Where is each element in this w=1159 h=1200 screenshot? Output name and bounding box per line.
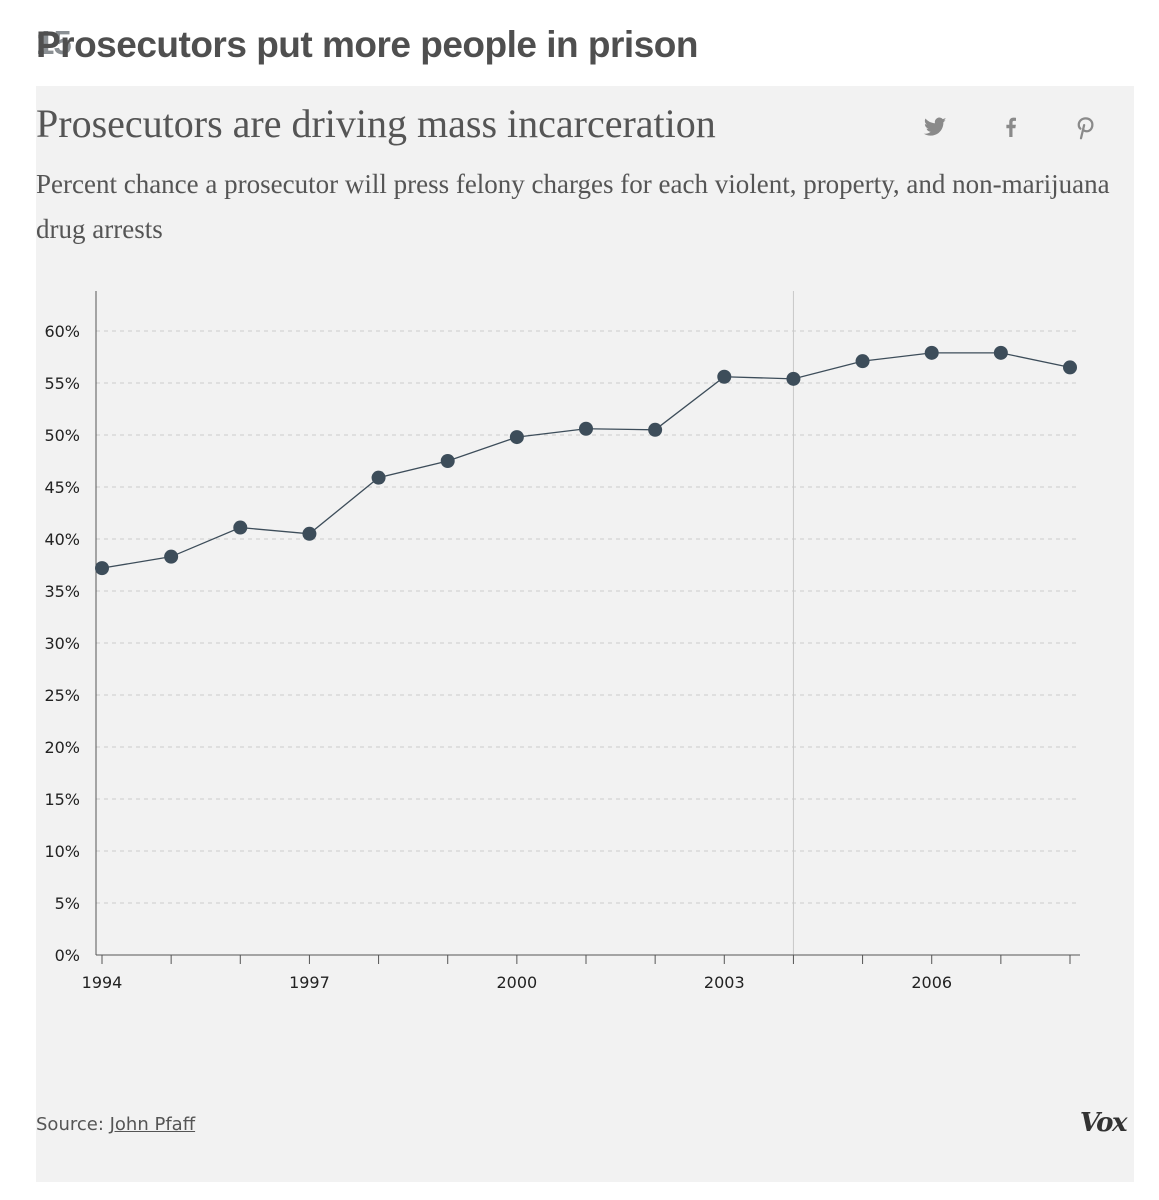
y-tick-label: 50% [44,426,80,445]
twitter-icon [923,117,947,136]
y-tick-label: 10% [44,842,80,861]
data-point [371,470,386,485]
data-point [648,422,663,437]
y-tick-label: 45% [44,478,80,497]
chart-card: Prosecutors are driving mass incarcerati… [36,86,1134,1182]
item-number: 15 [36,24,72,61]
x-tick-label: 1997 [289,973,330,992]
x-tick-label: 2000 [496,973,537,992]
chart-title: Prosecutors are driving mass incarcerati… [36,101,716,146]
y-tick-label: 25% [44,686,80,705]
chart-subtitle: Percent chance a prosecutor will press f… [36,169,1110,244]
source-line: Source: John Pfaff [36,1114,195,1135]
series-line [101,352,1071,569]
facebook-share-button[interactable] [996,112,1026,142]
headline: Prosecutors put more people in prison [36,24,699,65]
line-chart: 0% 5% 10% 15% 20% 25% 30% 35% 40% 45% 50% 55% 60% 199… [44,291,1080,992]
data-point [1063,360,1077,375]
gridlines [96,291,1078,955]
y-tick-label: 20% [44,738,80,757]
facebook-icon [1006,117,1016,137]
data-point [440,454,455,468]
series [95,345,1077,576]
data-point [924,345,939,360]
twitter-share-button[interactable] [920,112,950,142]
y-tick-label: 40% [44,530,80,549]
data-point [302,526,317,541]
y-tick-label: 15% [44,790,80,809]
y-tick-label: 60% [44,322,80,341]
x-tick-label: 2003 [704,973,745,992]
source-prefix: Source: [36,1114,110,1135]
data-point [579,421,593,436]
headline-block: 15 Prosecutors put more people in prison [36,22,936,72]
data-point [509,430,524,445]
y-tick-label: 0% [55,946,80,965]
x-tick-label: 1994 [82,973,123,992]
data-point [233,520,248,535]
data-point [855,354,870,369]
y-tick-label: 35% [44,582,80,601]
data-point [717,369,732,384]
pinterest-icon [1077,117,1094,140]
data-point [786,371,801,386]
data-point [993,345,1008,360]
data-point [95,561,109,576]
y-tick-label: 30% [44,634,80,653]
x-tick-label: 2006 [911,973,952,992]
pinterest-share-button[interactable] [1071,112,1101,142]
data-point [164,549,179,564]
vox-logo: Vox [1079,1108,1128,1138]
axes: 0% 5% 10% 15% 20% 25% 30% 35% 40% 45% 50% 55% 60% 199… [44,291,1080,992]
y-tick-label: 55% [44,374,80,393]
source-link[interactable]: John Pfaff [109,1114,196,1135]
y-tick-label: 5% [55,894,80,913]
